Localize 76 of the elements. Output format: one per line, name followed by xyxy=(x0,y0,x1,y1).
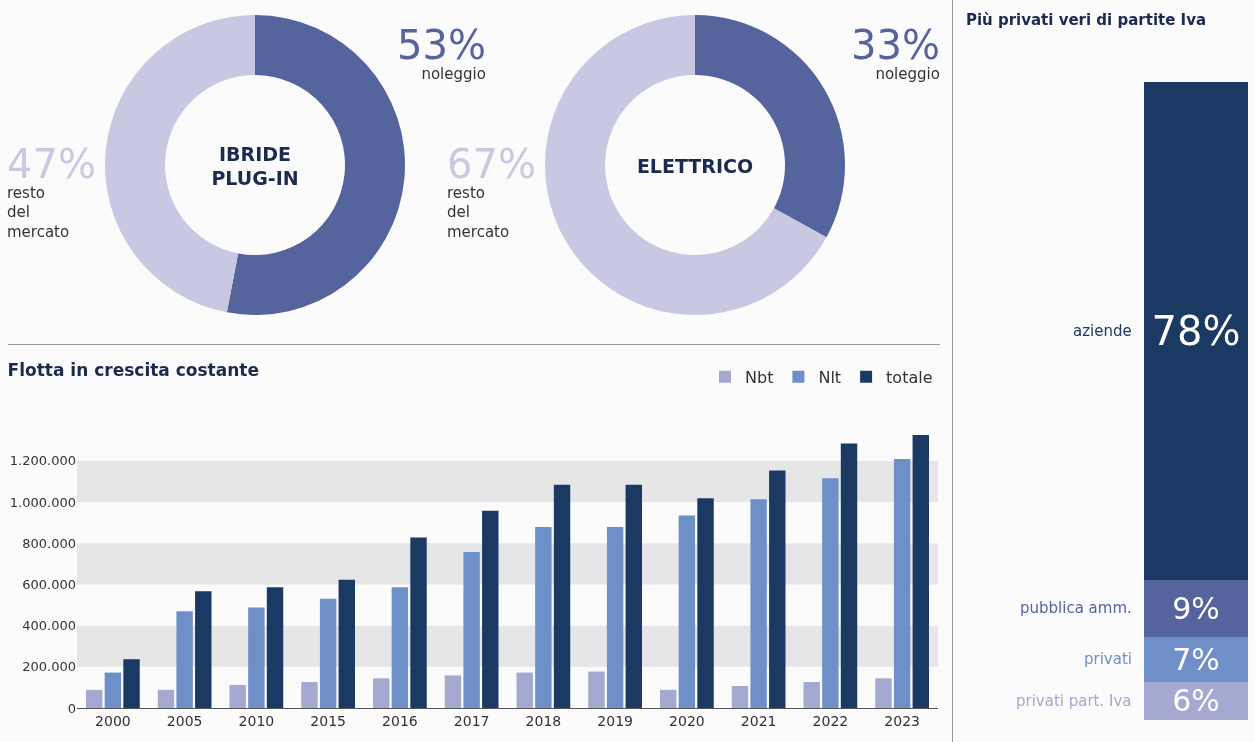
bar xyxy=(338,579,355,708)
data-label: 78% xyxy=(1151,307,1241,354)
y-tick-label: 0 xyxy=(67,700,76,716)
bar xyxy=(463,551,480,708)
bar xyxy=(625,484,642,708)
x-tick-label: 2016 xyxy=(382,712,418,729)
legend-label: totale xyxy=(886,368,933,387)
x-tick-label: 2021 xyxy=(740,712,777,729)
bar xyxy=(912,434,929,708)
series-label: privati part. Iva xyxy=(1016,692,1132,710)
bar xyxy=(391,587,409,708)
chart-title: Flotta in crescita costante xyxy=(7,359,259,380)
y-tick-label: 600.000 xyxy=(22,576,76,592)
x-tick-label: 2020 xyxy=(669,712,705,729)
slice-label: resto del mercato xyxy=(7,183,70,241)
bar xyxy=(248,607,265,708)
chart-title: Più privati veri di partite Iva xyxy=(965,10,1207,29)
bar xyxy=(444,675,462,708)
bar xyxy=(373,678,390,708)
bar xyxy=(1144,637,1248,682)
y-tick-label: 1.000.000 xyxy=(9,494,76,510)
bar xyxy=(678,515,696,708)
bar xyxy=(803,682,820,708)
y-tick-label: 400.000 xyxy=(22,618,76,634)
bar xyxy=(535,526,552,708)
text: IBRIDE PLUG-IN xyxy=(211,142,299,190)
bar xyxy=(1144,579,1248,638)
bar xyxy=(893,459,911,708)
series-label: privati xyxy=(1084,650,1132,668)
x-tick-label: 2018 xyxy=(525,712,562,729)
bar xyxy=(606,526,624,708)
bar xyxy=(697,498,714,708)
x-tick-label: 2017 xyxy=(453,712,490,729)
y-tick-label: 800.000 xyxy=(22,535,76,551)
bar xyxy=(176,611,193,708)
bar xyxy=(822,478,839,708)
bar xyxy=(660,689,677,708)
data-label: 6% xyxy=(1172,683,1220,719)
x-tick-label: 2022 xyxy=(812,712,849,729)
bar xyxy=(266,587,284,708)
series-label: pubblica amm. xyxy=(1020,599,1132,617)
legend-label: Nlt xyxy=(818,368,842,387)
bar xyxy=(769,470,786,708)
x-tick-label: 2000 xyxy=(95,712,131,729)
x-tick-label: 2023 xyxy=(884,712,920,729)
donut-slice xyxy=(545,15,827,315)
x-tick-label: 2015 xyxy=(310,712,346,729)
bar xyxy=(750,499,767,708)
data-label: 9% xyxy=(1172,590,1220,626)
bar xyxy=(840,443,858,708)
bar xyxy=(123,659,140,708)
bar xyxy=(410,537,427,708)
bar xyxy=(157,689,175,708)
y-tick-label: 1.200.000 xyxy=(9,453,76,469)
bar xyxy=(588,671,605,708)
x-tick-label: 2005 xyxy=(166,712,203,729)
slice-label: resto del mercato xyxy=(447,183,510,241)
x-tick-label: 2010 xyxy=(238,712,275,729)
bar xyxy=(104,672,122,708)
x-tick-label: 2019 xyxy=(597,712,633,729)
bar xyxy=(301,682,318,708)
bar xyxy=(516,672,533,708)
bar xyxy=(86,689,103,708)
bar xyxy=(195,591,212,708)
bar xyxy=(1144,81,1248,580)
bar xyxy=(229,684,246,708)
bar xyxy=(319,598,337,708)
bar xyxy=(482,510,499,708)
data-label: 7% xyxy=(1172,641,1220,677)
legend-label: Nbt xyxy=(745,368,774,387)
text: ELETTRICO xyxy=(636,155,754,177)
series-label: aziende xyxy=(1073,322,1132,340)
bar xyxy=(875,678,892,708)
bar xyxy=(731,685,749,708)
y-tick-label: 200.000 xyxy=(22,659,76,675)
bar xyxy=(553,484,571,708)
